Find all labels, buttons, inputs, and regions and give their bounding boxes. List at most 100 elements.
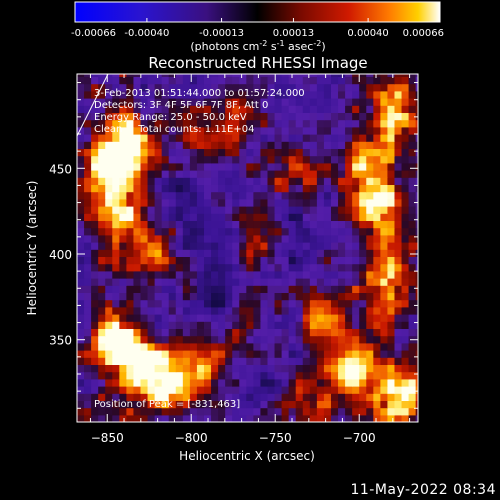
heatmap-cell xyxy=(323,414,332,422)
heatmap-cell xyxy=(366,220,374,229)
heatmap-cell xyxy=(408,350,417,358)
heatmap-cell xyxy=(359,414,367,422)
heatmap-cell xyxy=(338,227,346,236)
heatmap-cell xyxy=(225,76,233,85)
heatmap-cell xyxy=(309,76,318,85)
heatmap-cell xyxy=(380,364,389,373)
heatmap-cell xyxy=(182,407,191,416)
heatmap-cell xyxy=(203,141,212,149)
heatmap-cell xyxy=(309,342,318,351)
heatmap-cell xyxy=(394,314,403,322)
heatmap-cell xyxy=(203,206,212,214)
heatmap-cell xyxy=(387,119,396,128)
heatmap-cell xyxy=(352,170,360,178)
heatmap-cell xyxy=(211,155,219,164)
heatmap-cell xyxy=(352,400,360,409)
heatmap-cell xyxy=(253,378,262,387)
heatmap-cell xyxy=(323,162,332,171)
heatmap-cell xyxy=(225,112,233,121)
heatmap-cell xyxy=(267,321,276,329)
heatmap-cell xyxy=(119,98,127,106)
heatmap-cell xyxy=(140,162,149,171)
heatmap-cell xyxy=(126,414,135,422)
heatmap-cell xyxy=(119,126,127,135)
heatmap-cell xyxy=(352,220,360,229)
heatmap-cell xyxy=(323,263,332,272)
heatmap-cell xyxy=(91,263,99,272)
heatmap-cell xyxy=(161,357,170,365)
heatmap-cell xyxy=(316,76,325,85)
heatmap-cell xyxy=(281,263,290,272)
heatmap-cell xyxy=(253,314,262,322)
heatmap-cell xyxy=(182,184,191,193)
heatmap-cell xyxy=(387,328,396,337)
heatmap-cell xyxy=(133,74,142,77)
heatmap-cell xyxy=(401,292,410,301)
heatmap-cell xyxy=(189,141,198,149)
heatmap-cell xyxy=(267,126,276,135)
heatmap-cell xyxy=(394,162,403,171)
heatmap-cell xyxy=(133,256,142,265)
heatmap-cell xyxy=(345,134,353,142)
heatmap-cell xyxy=(387,220,396,229)
heatmap-cell xyxy=(239,126,247,135)
heatmap-cell xyxy=(239,98,247,106)
heatmap-cell xyxy=(168,119,177,128)
heatmap-cell xyxy=(373,119,381,128)
heatmap-cell xyxy=(168,400,177,409)
heatmap-cell xyxy=(260,335,269,344)
heatmap-cell xyxy=(401,112,410,121)
heatmap-cell xyxy=(253,249,262,257)
heatmap-cell xyxy=(196,227,205,236)
heatmap-cell xyxy=(189,350,198,358)
colorbar-tick-label: 0.00013 xyxy=(273,28,314,39)
heatmap-cell xyxy=(84,213,92,221)
heatmap-cell xyxy=(175,371,184,380)
heatmap-cell xyxy=(77,170,85,178)
heatmap-cell xyxy=(239,386,247,394)
heatmap-cell xyxy=(316,170,325,178)
heatmap-cell xyxy=(154,83,163,92)
heatmap-cell xyxy=(225,378,233,387)
heatmap-cell xyxy=(239,364,247,373)
heatmap-cell xyxy=(133,234,142,243)
heatmap-cell xyxy=(211,350,219,358)
heatmap-cell xyxy=(140,386,149,394)
heatmap-cell xyxy=(225,191,233,200)
heatmap-cell xyxy=(352,148,360,157)
heatmap-cell xyxy=(253,393,262,401)
heatmap-cell xyxy=(267,112,276,121)
heatmap-cell xyxy=(126,328,135,337)
heatmap-cell xyxy=(112,270,120,279)
heatmap-cell xyxy=(98,220,106,229)
heatmap-cell xyxy=(316,328,325,337)
heatmap-cell xyxy=(133,134,142,142)
heatmap-cell xyxy=(387,270,396,279)
heatmap-cell xyxy=(211,393,219,401)
heatmap-cell xyxy=(373,198,381,207)
heatmap-cell xyxy=(175,292,184,301)
heatmap-cell xyxy=(232,206,240,214)
heatmap-cell xyxy=(309,213,318,221)
heatmap-cell xyxy=(302,270,311,279)
heatmap-cell xyxy=(394,206,403,214)
heatmap-cell xyxy=(338,263,346,272)
heatmap-cell xyxy=(281,220,290,229)
heatmap-cell xyxy=(77,126,85,135)
heatmap-cell xyxy=(345,206,353,214)
heatmap-cell xyxy=(302,119,311,128)
heatmap-cell xyxy=(323,249,332,257)
heatmap-cell xyxy=(401,155,410,164)
heatmap-cell xyxy=(196,285,205,293)
heatmap-cell xyxy=(203,76,212,85)
heatmap-cell xyxy=(98,371,106,380)
heatmap-cell xyxy=(168,292,177,301)
heatmap-cell xyxy=(154,112,163,121)
heatmap-cell xyxy=(77,407,85,416)
heatmap-cell xyxy=(359,393,367,401)
heatmap-cell xyxy=(211,74,219,77)
heatmap-cell xyxy=(366,306,374,315)
heatmap-cell xyxy=(338,90,346,99)
heatmap-cell xyxy=(295,256,304,265)
heatmap-cell xyxy=(225,227,233,236)
